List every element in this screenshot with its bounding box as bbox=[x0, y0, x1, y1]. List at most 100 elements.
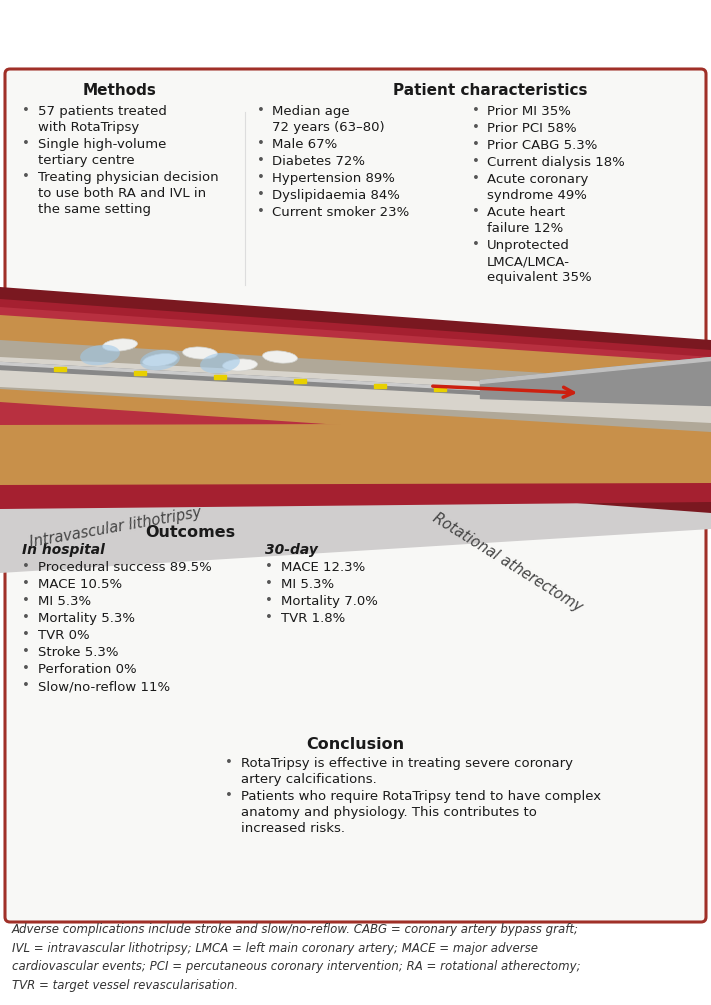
Text: TVR 1.8%: TVR 1.8% bbox=[281, 612, 346, 625]
Text: Prior CABG 5.3%: Prior CABG 5.3% bbox=[487, 139, 597, 152]
Text: 30-day: 30-day bbox=[265, 543, 318, 557]
Text: •: • bbox=[22, 560, 30, 573]
Text: •: • bbox=[22, 662, 30, 675]
Text: Rotational atherectomy: Rotational atherectomy bbox=[430, 510, 585, 615]
Text: •: • bbox=[472, 205, 480, 218]
Text: Current dialysis 18%: Current dialysis 18% bbox=[487, 156, 625, 169]
Text: Unprotected: Unprotected bbox=[487, 239, 570, 252]
Text: increased risks.: increased risks. bbox=[241, 822, 345, 835]
Text: 72 years (63–80): 72 years (63–80) bbox=[272, 121, 385, 134]
FancyBboxPatch shape bbox=[5, 69, 706, 922]
Text: Hypertension 89%: Hypertension 89% bbox=[272, 172, 395, 185]
Text: •: • bbox=[257, 171, 265, 184]
Text: •: • bbox=[22, 645, 30, 658]
Text: 57 patients treated: 57 patients treated bbox=[38, 105, 167, 118]
Polygon shape bbox=[0, 423, 711, 485]
Bar bbox=[374, 384, 386, 388]
Text: •: • bbox=[472, 138, 480, 151]
Text: •: • bbox=[22, 594, 30, 607]
Text: •: • bbox=[22, 611, 30, 624]
Text: •: • bbox=[265, 577, 273, 590]
Text: equivalent 35%: equivalent 35% bbox=[487, 271, 592, 284]
Ellipse shape bbox=[262, 351, 297, 363]
Text: •: • bbox=[257, 137, 265, 150]
Text: anatomy and physiology. This contributes to: anatomy and physiology. This contributes… bbox=[241, 806, 537, 819]
Text: Procedural success 89.5%: Procedural success 89.5% bbox=[38, 561, 212, 574]
Text: •: • bbox=[22, 170, 30, 183]
Text: •: • bbox=[257, 104, 265, 117]
Text: artery calcifications.: artery calcifications. bbox=[241, 773, 377, 786]
Text: Prior MI 35%: Prior MI 35% bbox=[487, 105, 571, 118]
Bar bbox=[434, 387, 446, 391]
Text: •: • bbox=[225, 789, 233, 802]
Polygon shape bbox=[0, 307, 711, 495]
Polygon shape bbox=[0, 315, 711, 450]
Text: Dyslipidaemia 84%: Dyslipidaemia 84% bbox=[272, 189, 400, 202]
Ellipse shape bbox=[140, 350, 180, 370]
Text: to use both RA and IVL in: to use both RA and IVL in bbox=[38, 187, 206, 200]
Text: Patients who require RotaTripsy tend to have complex: Patients who require RotaTripsy tend to … bbox=[241, 790, 601, 803]
Text: LMCA/LMCA-: LMCA/LMCA- bbox=[487, 255, 570, 268]
Text: Current smoker 23%: Current smoker 23% bbox=[272, 206, 410, 219]
Text: •: • bbox=[22, 628, 30, 641]
Text: •: • bbox=[472, 155, 480, 168]
Polygon shape bbox=[0, 465, 711, 573]
Text: failure 12%: failure 12% bbox=[487, 222, 563, 235]
Text: syndrome 49%: syndrome 49% bbox=[487, 189, 587, 202]
Text: •: • bbox=[265, 594, 273, 607]
Text: Adverse complications include stroke and slow/no-reflow. CABG = coronary artery : Adverse complications include stroke and… bbox=[12, 923, 581, 992]
Text: •: • bbox=[472, 238, 480, 251]
Ellipse shape bbox=[80, 345, 120, 365]
Polygon shape bbox=[0, 357, 711, 423]
Text: Patient characteristics: Patient characteristics bbox=[392, 83, 587, 98]
Text: •: • bbox=[472, 121, 480, 134]
Text: TVR 0%: TVR 0% bbox=[38, 629, 90, 642]
Text: Median age: Median age bbox=[272, 105, 350, 118]
Text: Single high-volume: Single high-volume bbox=[38, 138, 166, 151]
Text: Prior PCI 58%: Prior PCI 58% bbox=[487, 122, 577, 135]
Text: MACE 12.3%: MACE 12.3% bbox=[281, 561, 365, 574]
Text: •: • bbox=[257, 188, 265, 201]
Text: MACE 10.5%: MACE 10.5% bbox=[38, 578, 122, 591]
Text: Outcomes: Outcomes bbox=[145, 525, 235, 540]
Text: Stroke 5.3%: Stroke 5.3% bbox=[38, 646, 119, 659]
Polygon shape bbox=[0, 340, 711, 432]
Text: tertiary centre: tertiary centre bbox=[38, 154, 134, 167]
Text: Treating physician decision: Treating physician decision bbox=[38, 171, 218, 184]
Text: •: • bbox=[22, 577, 30, 590]
Polygon shape bbox=[0, 287, 711, 513]
Ellipse shape bbox=[223, 359, 257, 371]
Text: Acute heart: Acute heart bbox=[487, 206, 565, 219]
Text: Mortality 7.0%: Mortality 7.0% bbox=[281, 595, 378, 608]
Bar bbox=[294, 379, 306, 383]
Text: •: • bbox=[22, 679, 30, 692]
Text: Mortality 5.3%: Mortality 5.3% bbox=[38, 612, 135, 625]
Polygon shape bbox=[0, 299, 711, 502]
Text: Perforation 0%: Perforation 0% bbox=[38, 663, 137, 676]
Bar bbox=[214, 375, 226, 379]
Text: with RotaTripsy: with RotaTripsy bbox=[38, 121, 139, 134]
Text: •: • bbox=[22, 104, 30, 117]
Polygon shape bbox=[0, 461, 711, 570]
Text: Methods: Methods bbox=[83, 83, 157, 98]
Text: •: • bbox=[225, 756, 233, 769]
Text: •: • bbox=[472, 172, 480, 185]
Text: Male 67%: Male 67% bbox=[272, 138, 337, 151]
Ellipse shape bbox=[200, 353, 240, 373]
Ellipse shape bbox=[183, 347, 218, 359]
Bar bbox=[54, 367, 66, 371]
Text: MI 5.3%: MI 5.3% bbox=[38, 595, 91, 608]
Text: MI 5.3%: MI 5.3% bbox=[281, 578, 334, 591]
Text: •: • bbox=[265, 611, 273, 624]
Text: Diabetes 72%: Diabetes 72% bbox=[272, 155, 365, 168]
Text: •: • bbox=[257, 154, 265, 167]
Ellipse shape bbox=[102, 339, 137, 351]
Text: •: • bbox=[257, 205, 265, 218]
Text: RotaTripsy is effective in treating severe coronary: RotaTripsy is effective in treating seve… bbox=[241, 757, 573, 770]
Text: In hospital: In hospital bbox=[22, 543, 105, 557]
Ellipse shape bbox=[143, 354, 177, 367]
Bar bbox=[134, 371, 146, 375]
Text: •: • bbox=[265, 560, 273, 573]
Text: Slow/no-reflow 11%: Slow/no-reflow 11% bbox=[38, 680, 170, 693]
Text: •: • bbox=[472, 104, 480, 117]
